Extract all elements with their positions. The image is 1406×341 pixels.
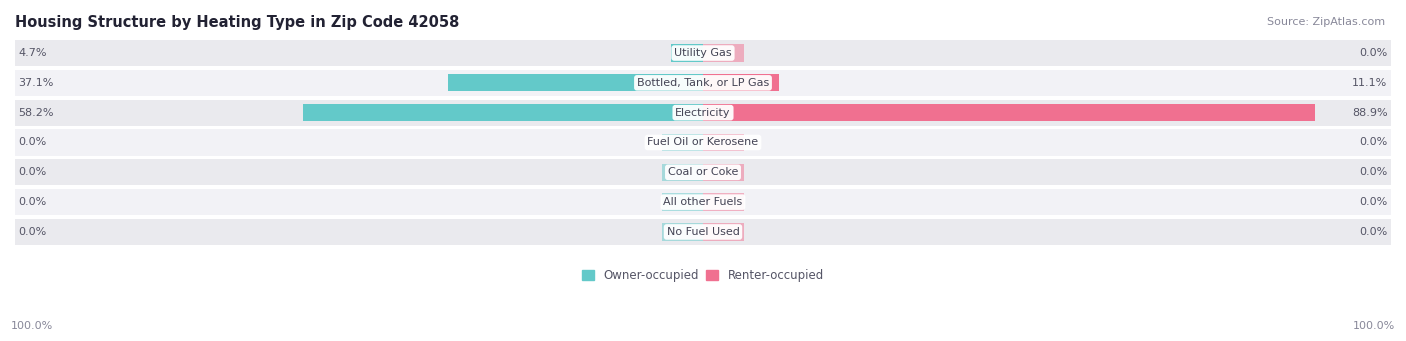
Text: Bottled, Tank, or LP Gas: Bottled, Tank, or LP Gas: [637, 78, 769, 88]
Bar: [703, 134, 744, 151]
Bar: [662, 223, 703, 241]
Bar: [0, 219, 1406, 245]
Bar: [0, 159, 1406, 186]
Text: 100.0%: 100.0%: [1353, 321, 1395, 331]
Text: Utility Gas: Utility Gas: [675, 48, 731, 58]
Text: 0.0%: 0.0%: [1360, 137, 1388, 148]
Bar: [447, 74, 703, 91]
Text: 88.9%: 88.9%: [1353, 108, 1388, 118]
Bar: [0, 100, 1406, 126]
Text: 37.1%: 37.1%: [18, 78, 53, 88]
Bar: [662, 193, 703, 211]
Text: 58.2%: 58.2%: [18, 108, 53, 118]
Text: 0.0%: 0.0%: [1360, 48, 1388, 58]
Legend: Owner-occupied, Renter-occupied: Owner-occupied, Renter-occupied: [578, 264, 828, 287]
Text: No Fuel Used: No Fuel Used: [666, 227, 740, 237]
Text: Source: ZipAtlas.com: Source: ZipAtlas.com: [1267, 17, 1385, 27]
Bar: [0, 40, 1406, 66]
Text: 100.0%: 100.0%: [11, 321, 53, 331]
Text: 0.0%: 0.0%: [18, 197, 46, 207]
Bar: [703, 193, 744, 211]
Bar: [662, 134, 703, 151]
Text: 0.0%: 0.0%: [1360, 167, 1388, 177]
Bar: [703, 104, 1315, 121]
Text: 0.0%: 0.0%: [18, 227, 46, 237]
Text: 4.7%: 4.7%: [18, 48, 46, 58]
Bar: [0, 129, 1406, 155]
Bar: [662, 164, 703, 181]
Bar: [0, 70, 1406, 96]
Text: Electricity: Electricity: [675, 108, 731, 118]
Bar: [302, 104, 703, 121]
Text: 0.0%: 0.0%: [18, 137, 46, 148]
Bar: [0, 189, 1406, 215]
Text: Fuel Oil or Kerosene: Fuel Oil or Kerosene: [647, 137, 759, 148]
Bar: [703, 44, 744, 62]
Bar: [703, 164, 744, 181]
Text: Housing Structure by Heating Type in Zip Code 42058: Housing Structure by Heating Type in Zip…: [15, 15, 460, 30]
Text: 0.0%: 0.0%: [1360, 197, 1388, 207]
Text: 11.1%: 11.1%: [1353, 78, 1388, 88]
Bar: [703, 74, 779, 91]
Text: Coal or Coke: Coal or Coke: [668, 167, 738, 177]
Text: 0.0%: 0.0%: [18, 167, 46, 177]
Text: All other Fuels: All other Fuels: [664, 197, 742, 207]
Text: 0.0%: 0.0%: [1360, 227, 1388, 237]
Bar: [671, 44, 703, 62]
Bar: [703, 223, 744, 241]
